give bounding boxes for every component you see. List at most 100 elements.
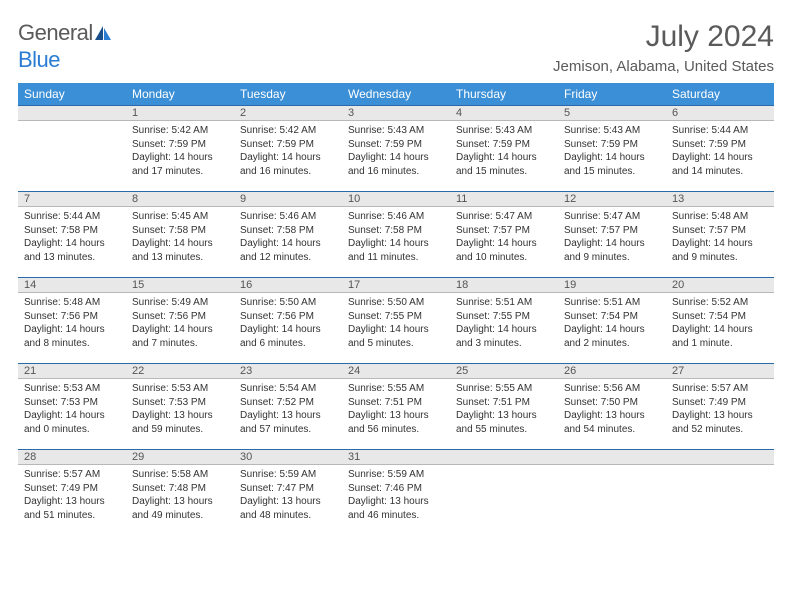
- sunset-text: Sunset: 7:50 PM: [564, 396, 660, 410]
- day-number: 22: [126, 363, 234, 379]
- day-number: 28: [18, 449, 126, 465]
- sunset-text: Sunset: 7:59 PM: [348, 138, 444, 152]
- day-details: Sunrise: 5:59 AMSunset: 7:47 PMDaylight:…: [234, 465, 342, 528]
- daylight-text: Daylight: 14 hours and 11 minutes.: [348, 237, 444, 264]
- sunrise-text: Sunrise: 5:59 AM: [348, 468, 444, 482]
- sunrise-text: Sunrise: 5:49 AM: [132, 296, 228, 310]
- sunrise-text: Sunrise: 5:43 AM: [348, 124, 444, 138]
- calendar-cell: [450, 449, 558, 535]
- daylight-text: Daylight: 13 hours and 54 minutes.: [564, 409, 660, 436]
- day-details: Sunrise: 5:59 AMSunset: 7:46 PMDaylight:…: [342, 465, 450, 528]
- daylight-text: Daylight: 14 hours and 15 minutes.: [456, 151, 552, 178]
- weekday-header: Wednesday: [342, 83, 450, 105]
- daylight-text: Daylight: 14 hours and 0 minutes.: [24, 409, 120, 436]
- day-number: 27: [666, 363, 774, 379]
- logo: General Blue: [18, 20, 113, 73]
- daylight-text: Daylight: 13 hours and 52 minutes.: [672, 409, 768, 436]
- sunset-text: Sunset: 7:53 PM: [24, 396, 120, 410]
- sunset-text: Sunset: 7:59 PM: [564, 138, 660, 152]
- page-header: General Blue July 2024 Jemison, Alabama,…: [18, 20, 774, 75]
- calendar-week-row: 1Sunrise: 5:42 AMSunset: 7:59 PMDaylight…: [18, 105, 774, 191]
- daylight-text: Daylight: 14 hours and 14 minutes.: [672, 151, 768, 178]
- sunset-text: Sunset: 7:58 PM: [132, 224, 228, 238]
- sunrise-text: Sunrise: 5:51 AM: [564, 296, 660, 310]
- day-number: 3: [342, 105, 450, 121]
- calendar-cell: 4Sunrise: 5:43 AMSunset: 7:59 PMDaylight…: [450, 105, 558, 191]
- day-details: Sunrise: 5:56 AMSunset: 7:50 PMDaylight:…: [558, 379, 666, 442]
- sunrise-text: Sunrise: 5:57 AM: [672, 382, 768, 396]
- calendar-cell: 30Sunrise: 5:59 AMSunset: 7:47 PMDayligh…: [234, 449, 342, 535]
- calendar-cell: 16Sunrise: 5:50 AMSunset: 7:56 PMDayligh…: [234, 277, 342, 363]
- daylight-text: Daylight: 13 hours and 56 minutes.: [348, 409, 444, 436]
- sunset-text: Sunset: 7:58 PM: [24, 224, 120, 238]
- weekday-header-row: Sunday Monday Tuesday Wednesday Thursday…: [18, 83, 774, 105]
- daylight-text: Daylight: 14 hours and 12 minutes.: [240, 237, 336, 264]
- daylight-text: Daylight: 14 hours and 9 minutes.: [672, 237, 768, 264]
- calendar-cell: 29Sunrise: 5:58 AMSunset: 7:48 PMDayligh…: [126, 449, 234, 535]
- calendar-cell: 31Sunrise: 5:59 AMSunset: 7:46 PMDayligh…: [342, 449, 450, 535]
- calendar-cell: 22Sunrise: 5:53 AMSunset: 7:53 PMDayligh…: [126, 363, 234, 449]
- daylight-text: Daylight: 14 hours and 3 minutes.: [456, 323, 552, 350]
- day-number: [18, 105, 126, 121]
- calendar-cell: 19Sunrise: 5:51 AMSunset: 7:54 PMDayligh…: [558, 277, 666, 363]
- day-details: Sunrise: 5:42 AMSunset: 7:59 PMDaylight:…: [126, 121, 234, 184]
- daylight-text: Daylight: 14 hours and 2 minutes.: [564, 323, 660, 350]
- calendar-week-row: 14Sunrise: 5:48 AMSunset: 7:56 PMDayligh…: [18, 277, 774, 363]
- sunset-text: Sunset: 7:51 PM: [456, 396, 552, 410]
- daylight-text: Daylight: 13 hours and 48 minutes.: [240, 495, 336, 522]
- logo-sail-icon: [93, 24, 113, 47]
- day-number: 12: [558, 191, 666, 207]
- day-details: Sunrise: 5:57 AMSunset: 7:49 PMDaylight:…: [18, 465, 126, 528]
- calendar-cell: [18, 105, 126, 191]
- day-number: 31: [342, 449, 450, 465]
- day-details: Sunrise: 5:43 AMSunset: 7:59 PMDaylight:…: [558, 121, 666, 184]
- header-right: July 2024 Jemison, Alabama, United State…: [553, 20, 774, 75]
- weekday-header: Monday: [126, 83, 234, 105]
- calendar-cell: 24Sunrise: 5:55 AMSunset: 7:51 PMDayligh…: [342, 363, 450, 449]
- sunrise-text: Sunrise: 5:47 AM: [456, 210, 552, 224]
- sunset-text: Sunset: 7:59 PM: [672, 138, 768, 152]
- sunset-text: Sunset: 7:52 PM: [240, 396, 336, 410]
- sunrise-text: Sunrise: 5:58 AM: [132, 468, 228, 482]
- day-details: Sunrise: 5:53 AMSunset: 7:53 PMDaylight:…: [126, 379, 234, 442]
- day-details: Sunrise: 5:55 AMSunset: 7:51 PMDaylight:…: [342, 379, 450, 442]
- daylight-text: Daylight: 13 hours and 46 minutes.: [348, 495, 444, 522]
- calendar-cell: [666, 449, 774, 535]
- sunrise-text: Sunrise: 5:54 AM: [240, 382, 336, 396]
- calendar-cell: 9Sunrise: 5:46 AMSunset: 7:58 PMDaylight…: [234, 191, 342, 277]
- sunrise-text: Sunrise: 5:47 AM: [564, 210, 660, 224]
- month-title: July 2024: [553, 20, 774, 54]
- sunrise-text: Sunrise: 5:48 AM: [24, 296, 120, 310]
- day-number: 9: [234, 191, 342, 207]
- day-details: Sunrise: 5:52 AMSunset: 7:54 PMDaylight:…: [666, 293, 774, 356]
- sunset-text: Sunset: 7:46 PM: [348, 482, 444, 496]
- day-number: 30: [234, 449, 342, 465]
- day-number: 1: [126, 105, 234, 121]
- sunset-text: Sunset: 7:56 PM: [24, 310, 120, 324]
- sunset-text: Sunset: 7:59 PM: [456, 138, 552, 152]
- day-number: 5: [558, 105, 666, 121]
- daylight-text: Daylight: 13 hours and 57 minutes.: [240, 409, 336, 436]
- daylight-text: Daylight: 14 hours and 8 minutes.: [24, 323, 120, 350]
- daylight-text: Daylight: 14 hours and 15 minutes.: [564, 151, 660, 178]
- day-details: Sunrise: 5:48 AMSunset: 7:56 PMDaylight:…: [18, 293, 126, 356]
- day-number: 10: [342, 191, 450, 207]
- sunrise-text: Sunrise: 5:50 AM: [348, 296, 444, 310]
- day-number: 16: [234, 277, 342, 293]
- day-number: 4: [450, 105, 558, 121]
- sunset-text: Sunset: 7:59 PM: [132, 138, 228, 152]
- calendar-cell: [558, 449, 666, 535]
- sunset-text: Sunset: 7:58 PM: [240, 224, 336, 238]
- day-number: 21: [18, 363, 126, 379]
- daylight-text: Daylight: 14 hours and 13 minutes.: [24, 237, 120, 264]
- calendar-cell: 13Sunrise: 5:48 AMSunset: 7:57 PMDayligh…: [666, 191, 774, 277]
- daylight-text: Daylight: 13 hours and 49 minutes.: [132, 495, 228, 522]
- weekday-header: Tuesday: [234, 83, 342, 105]
- sunset-text: Sunset: 7:56 PM: [240, 310, 336, 324]
- sunrise-text: Sunrise: 5:55 AM: [456, 382, 552, 396]
- sunrise-text: Sunrise: 5:57 AM: [24, 468, 120, 482]
- sunrise-text: Sunrise: 5:55 AM: [348, 382, 444, 396]
- day-details: Sunrise: 5:46 AMSunset: 7:58 PMDaylight:…: [342, 207, 450, 270]
- calendar-cell: 28Sunrise: 5:57 AMSunset: 7:49 PMDayligh…: [18, 449, 126, 535]
- daylight-text: Daylight: 14 hours and 17 minutes.: [132, 151, 228, 178]
